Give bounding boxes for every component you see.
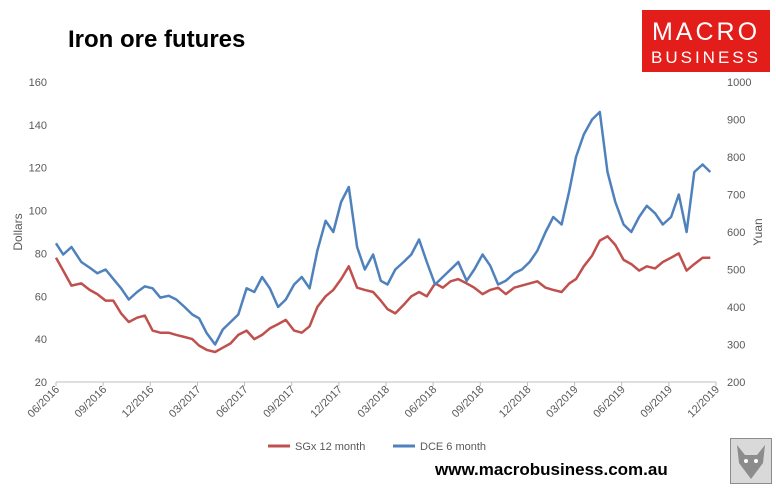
- left-tick-label: 120: [29, 163, 47, 175]
- x-tick-label: 12/2016: [120, 384, 157, 421]
- left-tick-label: 140: [29, 120, 47, 132]
- x-tick-label: 12/2018: [497, 384, 534, 421]
- x-tick-label: 09/2016: [73, 384, 110, 421]
- x-tick-label: 03/2017: [167, 384, 204, 421]
- x-tick-label: 09/2018: [450, 384, 487, 421]
- right-tick-label: 600: [727, 227, 745, 239]
- right-tick-label: 900: [727, 115, 745, 127]
- series-line-sgx-12-month: [54, 235, 711, 354]
- right-tick-label: 300: [727, 340, 745, 352]
- left-tick-label: 160: [29, 77, 47, 89]
- x-tick-label: 12/2017: [308, 384, 345, 421]
- series-line-dce-6-month: [54, 110, 712, 346]
- left-tick-label: 20: [35, 377, 47, 389]
- logo-line-2: BUSINESS: [651, 48, 761, 67]
- chart-title: Iron ore futures: [68, 26, 246, 53]
- left-tick-label: 100: [29, 206, 47, 218]
- x-tick-label: 06/2017: [214, 384, 251, 421]
- right-tick-label: 200: [727, 377, 745, 389]
- x-tick-label: 03/2018: [356, 384, 393, 421]
- chart-legend: SGx 12 month DCE 6 month: [268, 441, 486, 453]
- x-tick-label: 12/2019: [686, 384, 723, 421]
- x-tick-label: 09/2017: [261, 384, 298, 421]
- left-tick-label: 80: [35, 248, 47, 260]
- right-tick-label: 700: [727, 190, 745, 202]
- right-axis-title: Yuan: [751, 218, 765, 245]
- x-axis-ticks: 06/2016 09/2016 12/2016 03/2017 06/2017 09/20…: [26, 382, 723, 421]
- left-tick-label: 40: [35, 334, 47, 346]
- x-tick-label: 06/2016: [26, 384, 63, 421]
- right-tick-label: 1000: [727, 77, 751, 89]
- left-tick-label: 60: [35, 291, 47, 303]
- plot-area: [54, 110, 716, 383]
- x-tick-label: 06/2018: [403, 384, 440, 421]
- left-axis-ticks: 160 140 120 100 80 60 40 20: [29, 77, 47, 389]
- right-axis-ticks: 1000 900 800 700 600 500 400 300 200: [727, 77, 751, 389]
- right-tick-label: 500: [727, 265, 745, 277]
- wolf-logo-icon: [730, 438, 772, 484]
- x-tick-label: 06/2019: [591, 384, 628, 421]
- macrobusiness-logo: MACRO BUSINESS: [642, 10, 770, 72]
- right-tick-label: 400: [727, 302, 745, 314]
- legend-label-dce: DCE 6 month: [420, 441, 486, 453]
- left-axis-title: Dollars: [11, 213, 25, 250]
- website-url: www.macrobusiness.com.au: [435, 460, 668, 479]
- x-tick-label: 09/2019: [638, 384, 675, 421]
- logo-line-1: MACRO: [651, 18, 761, 46]
- right-tick-label: 800: [727, 152, 745, 164]
- legend-label-sgx: SGx 12 month: [295, 441, 365, 453]
- x-tick-label: 03/2019: [544, 384, 581, 421]
